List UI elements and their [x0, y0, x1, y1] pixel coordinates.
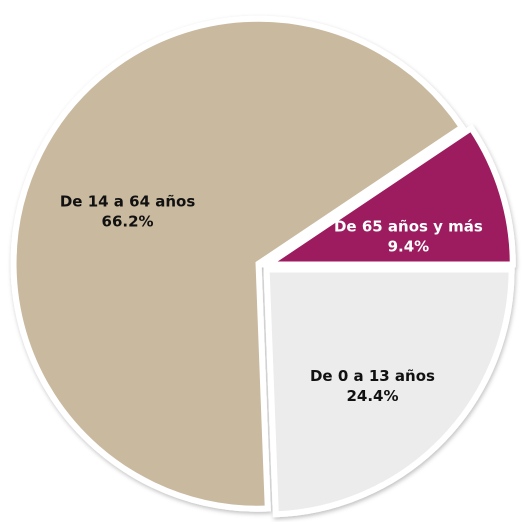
slice-value: 66.2%: [102, 212, 154, 230]
labels: De 0 a 13 años 24.4% De 14 a 64 años 66.2% D…: [60, 192, 483, 404]
pie-slice: [257, 123, 516, 268]
pie-slice: [263, 266, 515, 518]
slice-value: 9.4%: [388, 237, 430, 255]
slice-label: De 0 a 13 años: [310, 367, 435, 385]
slice-value: 24.4%: [346, 387, 398, 405]
slice-label: De 65 años y más: [334, 217, 483, 235]
slice-label: De 14 a 64 años: [60, 192, 195, 210]
pie: [10, 15, 516, 518]
pie-slice: [10, 15, 467, 512]
